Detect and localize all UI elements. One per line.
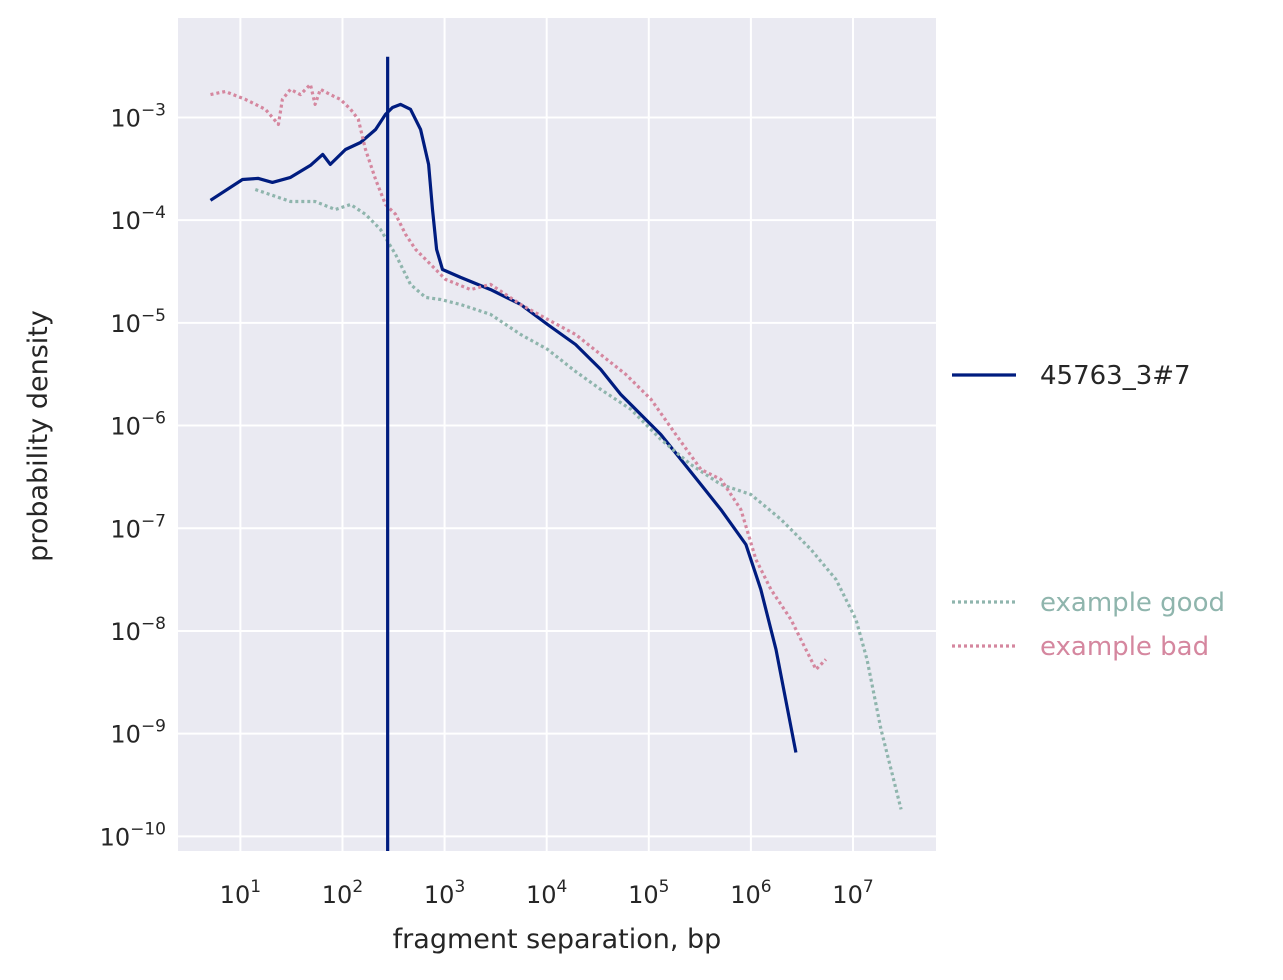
tick-label: 105 (628, 877, 669, 909)
tick-label: 10−6 (110, 409, 166, 441)
tick-label: 104 (526, 877, 567, 909)
tick-label: 101 (220, 877, 261, 909)
tick-label: 10−9 (110, 717, 166, 749)
tick-label: 10−7 (110, 511, 166, 543)
plot-background (178, 18, 936, 851)
x-axis-label: fragment separation, bp (393, 924, 722, 955)
x-tick-labels: 101 102 103 104 105 106 107 (220, 877, 874, 909)
series-line-example-bad (210, 82, 828, 671)
legend-label: 45763_3#7 (1040, 361, 1191, 391)
series-line-45763-3-7 (209, 102, 798, 753)
tick-label: 10−4 (110, 203, 166, 235)
tick-label: 102 (322, 877, 363, 909)
legend-label: example bad (1040, 632, 1209, 662)
grid (178, 18, 936, 851)
tick-label: 10−3 (110, 100, 166, 132)
legend-label: example good (1040, 588, 1225, 618)
tick-label: 10−10 (100, 819, 166, 851)
y-tick-labels: 10−3 10−4 10−5 10−6 10−7 10−8 10−9 10−10 (100, 100, 166, 851)
tick-label: 107 (832, 877, 873, 909)
series-lines (209, 56, 903, 851)
series-line-example-good (254, 187, 903, 810)
tick-label: 103 (424, 877, 465, 909)
tick-label: 106 (730, 877, 771, 909)
tick-label: 10−5 (110, 306, 166, 338)
tick-label: 10−8 (110, 614, 166, 646)
y-axis-label: probability density (23, 310, 54, 562)
